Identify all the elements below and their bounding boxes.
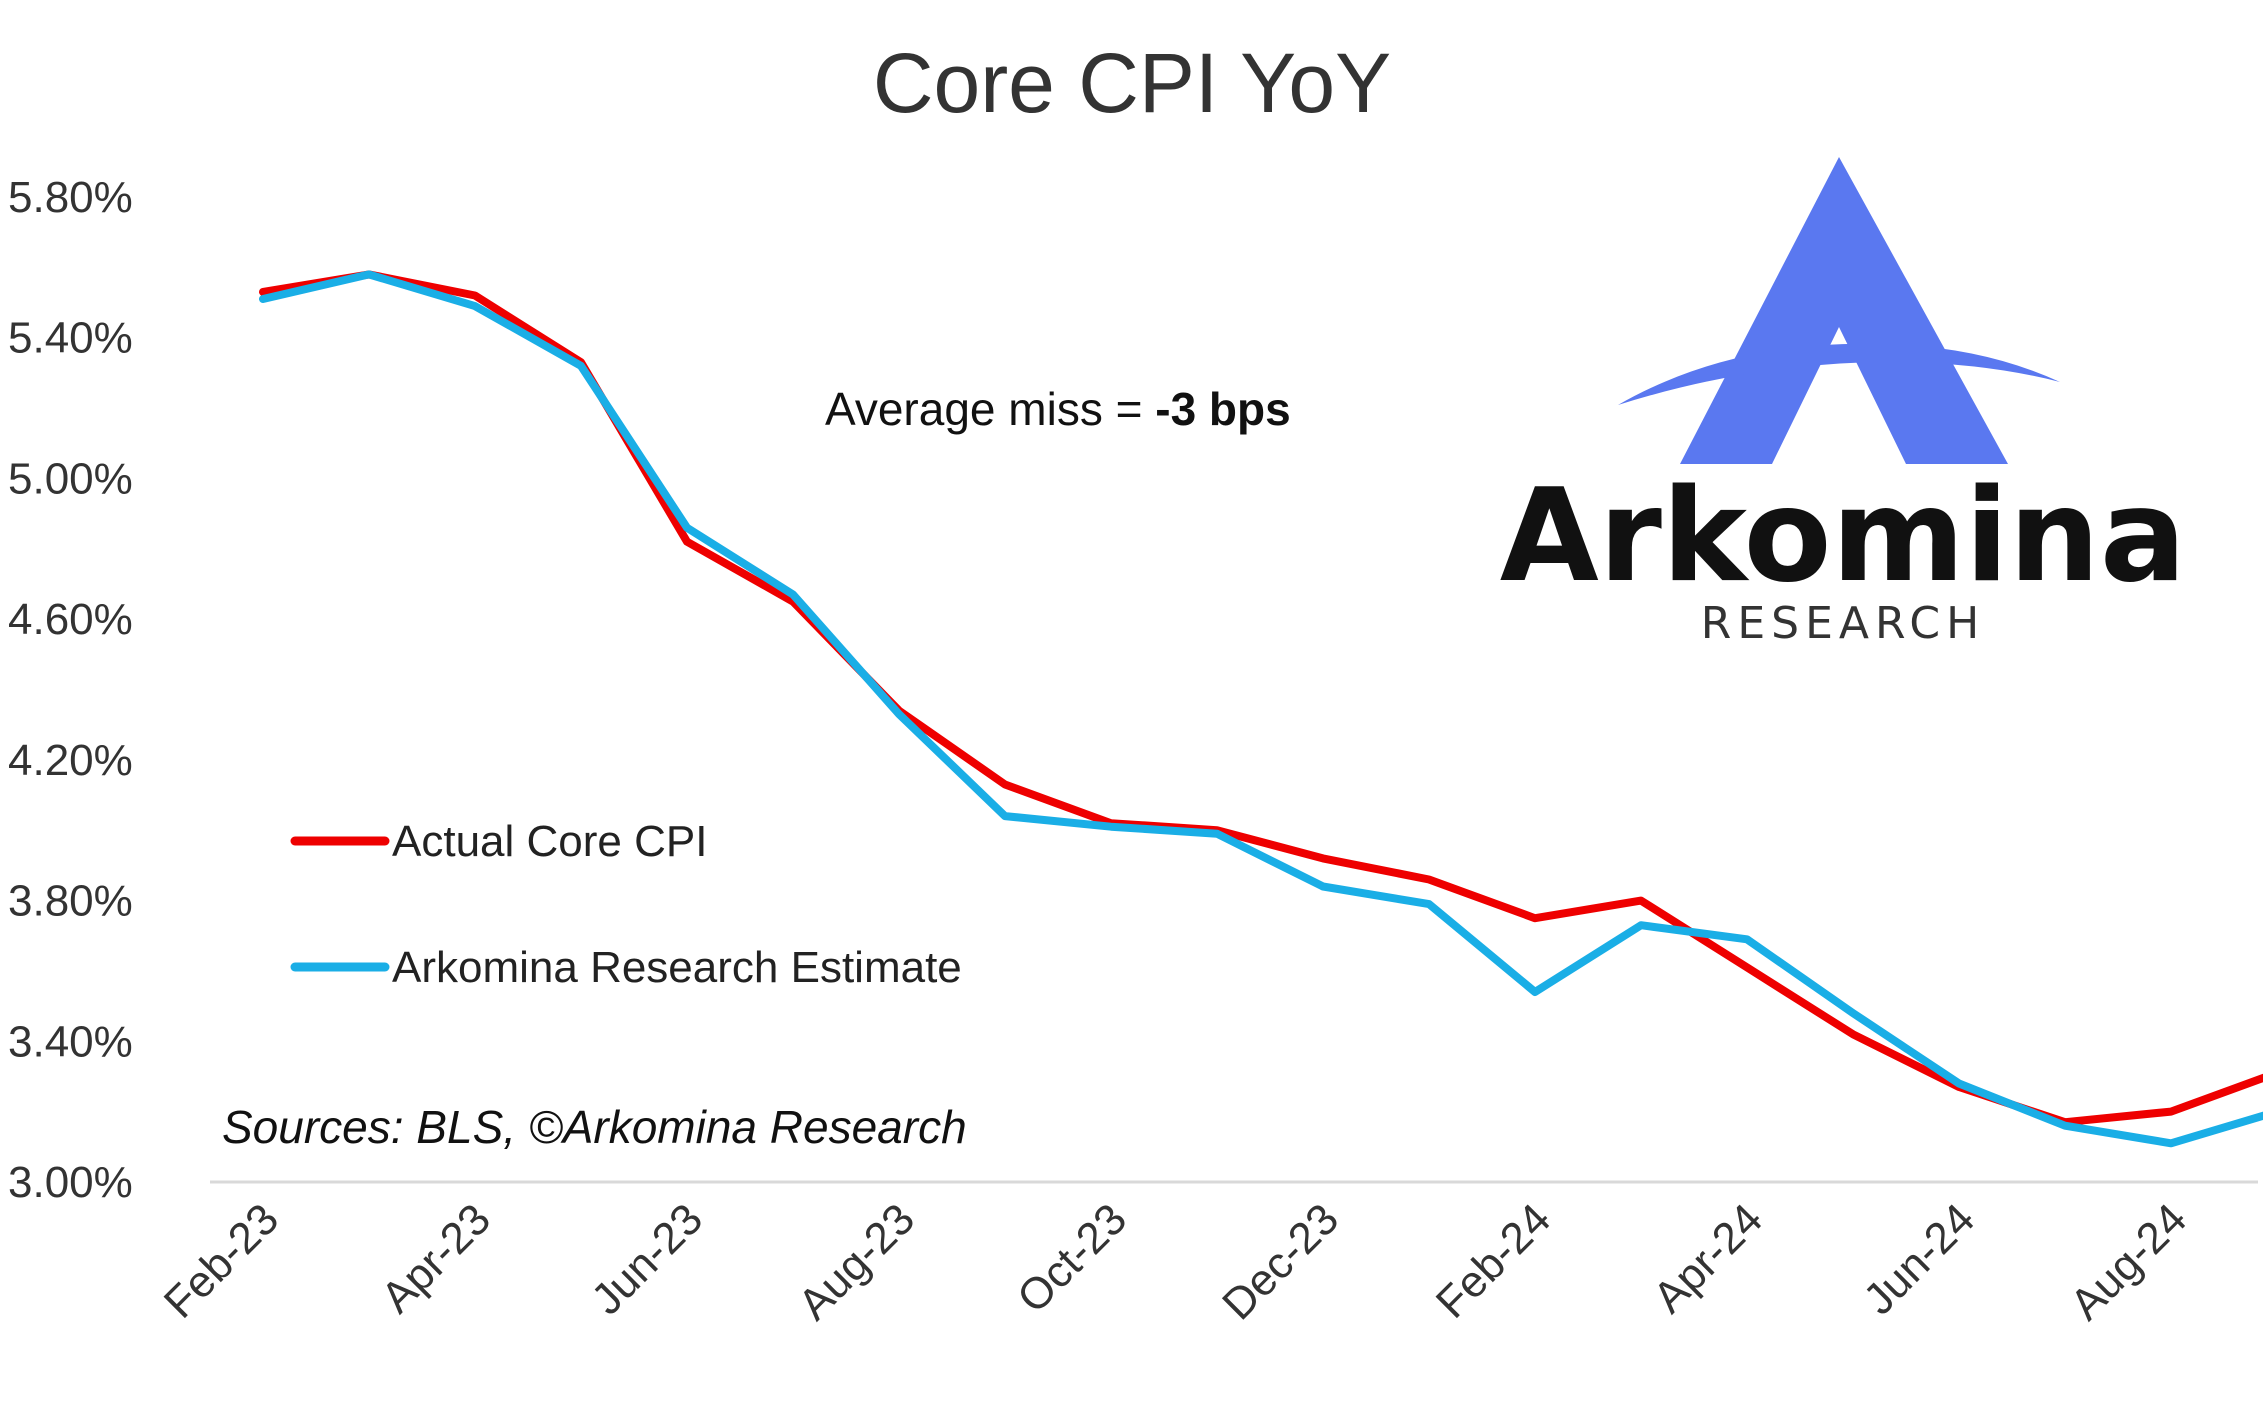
y-tick-label: 3.80%: [8, 877, 133, 926]
x-tick-label: Dec-23: [1213, 1194, 1348, 1329]
x-tick-label: Jun-24: [1854, 1194, 1984, 1324]
x-tick-label: Oct-23: [1008, 1194, 1136, 1322]
legend-label-estimate: Arkomina Research Estimate: [392, 943, 962, 992]
y-tick-label: 4.60%: [8, 595, 133, 644]
legend-item-actual: Actual Core CPI: [290, 817, 707, 866]
y-tick-label: 3.00%: [8, 1158, 133, 1207]
chart-title: Core CPI YoY: [873, 36, 1391, 130]
average-miss-annotation: Average miss = -3 bps: [825, 383, 1291, 435]
annotation-prefix: Average miss =: [825, 383, 1155, 435]
x-axis: Feb-23 Apr-23 Jun-23 Aug-23 Oct-23 Dec-23 Feb-…: [155, 1180, 2258, 1329]
source-note: Sources: BLS, ©Arkomina Research: [222, 1101, 967, 1153]
y-tick-label: 5.80%: [8, 173, 133, 222]
y-axis: 5.80% 5.40% 5.00% 4.60% 4.20% 3.80% 3.40% 3.00%: [8, 173, 133, 1207]
x-tick-label: Feb-24: [1427, 1194, 1560, 1327]
y-tick-label: 4.20%: [8, 736, 133, 785]
x-tick-label: Apr-23: [372, 1194, 500, 1322]
y-tick-label: 5.40%: [8, 314, 133, 363]
logo-subtitle: RESEARCH: [1701, 598, 1985, 649]
y-tick-label: 5.00%: [8, 454, 133, 503]
logo-mark-icon: [1618, 157, 2060, 464]
x-tick-label: Feb-23: [155, 1194, 288, 1327]
annotation-value: -3 bps: [1155, 383, 1290, 435]
series-line-estimate: [259, 270, 2263, 1148]
x-tick-label: Aug-23: [789, 1194, 924, 1329]
plot-lines: [259, 270, 2263, 1148]
arkomina-logo: Arkomina RESEARCH: [1500, 157, 2187, 649]
x-tick-label: Jun-23: [582, 1194, 712, 1324]
y-tick-label: 3.40%: [8, 1017, 133, 1066]
legend: Actual Core CPI Arkomina Research Estima…: [290, 817, 962, 992]
x-tick-label: Aug-24: [2061, 1194, 2196, 1329]
x-tick-label: Apr-24: [1644, 1194, 1772, 1322]
logo-wordmark: Arkomina: [1500, 462, 2187, 611]
legend-item-estimate: Arkomina Research Estimate: [290, 943, 962, 992]
legend-label-actual: Actual Core CPI: [392, 817, 707, 866]
